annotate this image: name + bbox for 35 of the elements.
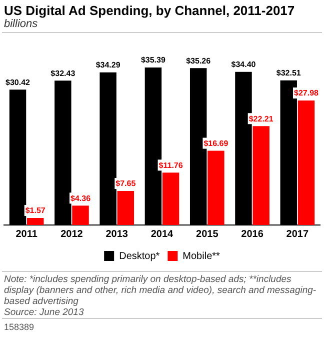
data-label: $22.21 [248,114,274,124]
x-tick-label: 2011 [16,228,38,240]
x-tick-label: 2015 [196,228,219,240]
data-label: $16.69 [204,138,229,148]
data-label: $30.42 [6,78,31,87]
x-tick-label: 2016 [241,228,264,240]
bar [162,172,180,225]
bar [298,100,315,225]
data-label: $11.76 [158,160,184,170]
legend-label: Mobile** [182,250,220,262]
chart-title: US Digital Ad Spending, by Channel, 2011-2017 [3,2,296,18]
chart-subtitle: billions [3,18,39,32]
x-tick-label: 2014 [150,228,174,240]
bar [117,190,134,225]
data-label: $34.40 [231,60,256,70]
source-note: Source: June 2013 [4,307,85,318]
data-label: $35.39 [140,56,166,65]
data-label: $1.57 [25,206,46,216]
data-label: $32.43 [50,68,76,78]
legend-label: Desktop* [119,250,160,262]
data-label: $32.51 [276,68,302,78]
text: 158389 [3,321,36,332]
x-tick-label: 2013 [106,228,128,240]
data-label: $34.29 [96,60,121,70]
bar [252,126,270,225]
data-label: $27.98 [294,88,320,98]
data-label: $4.36 [70,194,92,203]
data-label: $35.26 [186,56,212,66]
bar [27,218,44,225]
x-tick-label: 2017 [286,228,309,240]
text: Note: *includes spending primarily on desktop-based ads; **includes display (banners and other, rich media and video), search and messaging-based advertising [4,274,318,307]
data-label: $7.65 [116,179,136,188]
x-tick-label: 2012 [60,228,84,240]
bar [208,150,224,225]
bar [72,206,89,225]
